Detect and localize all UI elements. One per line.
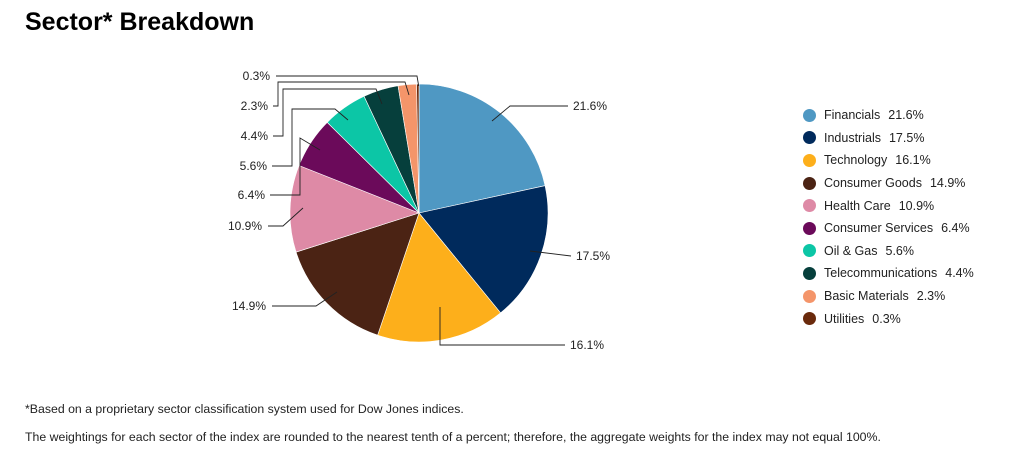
leader-line — [491, 105, 568, 122]
slice-label: 14.9% — [232, 299, 266, 313]
legend-swatch — [803, 153, 816, 167]
legend-name: Health Care — [824, 198, 891, 213]
leader-line — [529, 250, 572, 257]
legend: Financials 21.6% Industrials 17.5% Techn… — [803, 104, 974, 330]
pie-slice-utilities — [416, 83, 420, 214]
slice-label: 0.3% — [243, 69, 271, 83]
footnote-classification: *Based on a proprietary sector classific… — [25, 402, 464, 416]
chart-title: Sector* Breakdown — [25, 8, 255, 36]
legend-item: Utilities 0.3% — [803, 307, 974, 330]
legend-swatch — [803, 199, 816, 213]
legend-pct: 4.4% — [945, 266, 974, 281]
legend-item: Industrials 17.5% — [803, 127, 974, 150]
legend-item: Health Care 10.9% — [803, 194, 974, 217]
leader-lines — [268, 75, 572, 346]
legend-item: Consumer Services 6.4% — [803, 217, 974, 240]
slice-label: 10.9% — [228, 219, 262, 233]
slice-label: 16.1% — [570, 338, 604, 352]
legend-pct: 6.4% — [941, 221, 970, 236]
leader-line — [439, 307, 565, 346]
leader-line — [276, 75, 420, 87]
legend-name: Telecommunications — [824, 266, 938, 281]
slice-label: 2.3% — [241, 99, 269, 113]
legend-item: Financials 21.6% — [803, 104, 974, 127]
slice-label: 17.5% — [576, 249, 610, 263]
pie-slice-health-care — [289, 165, 420, 253]
legend-swatch — [803, 221, 816, 235]
legend-name: Oil & Gas — [824, 243, 878, 258]
legend-name: Financials — [824, 108, 881, 123]
legend-pct: 2.3% — [916, 289, 946, 304]
legend-swatch — [803, 244, 816, 258]
legend-item: Technology 16.1% — [803, 149, 974, 172]
legend-name: Consumer Services — [824, 221, 934, 236]
leader-line — [273, 81, 410, 107]
legend-pct: 16.1% — [895, 153, 931, 168]
legend-name: Industrials — [824, 130, 881, 145]
footnote-rounding: The weightings for each sector of the in… — [25, 430, 881, 444]
leader-line — [270, 137, 321, 196]
legend-name: Technology — [824, 153, 888, 168]
legend-name: Utilities — [824, 311, 865, 326]
legend-pct: 0.3% — [872, 311, 901, 326]
legend-item: Telecommunications 4.4% — [803, 262, 974, 285]
legend-pct: 17.5% — [888, 130, 925, 145]
legend-swatch — [803, 176, 816, 190]
pie-slice-consumer-goods — [295, 212, 420, 336]
legend-swatch — [803, 312, 816, 326]
legend-name: Basic Materials — [824, 289, 909, 304]
legend-name: Consumer Goods — [824, 176, 922, 191]
legend-pct: 5.6% — [885, 243, 915, 258]
legend-swatch — [803, 266, 816, 280]
legend-pct: 10.9% — [898, 198, 935, 213]
leader-line — [272, 108, 349, 167]
slice-label: 21.6% — [573, 99, 607, 113]
slice-labels: 21.6% 17.5% 16.1% 14.9% 10.9% 6.4% 5.6% 4.4% 2.3… — [228, 69, 610, 352]
slice-label: 4.4% — [241, 129, 269, 143]
legend-item: Oil & Gas 5.6% — [803, 240, 974, 263]
legend-swatch — [803, 108, 816, 122]
legend-pct: 21.6% — [888, 108, 924, 123]
pie-slice-industrials — [418, 185, 549, 314]
slice-label: 6.4% — [238, 188, 266, 202]
leader-line — [272, 291, 338, 307]
pie-slices — [289, 83, 549, 343]
leader-line — [268, 207, 304, 227]
legend-pct: 14.9% — [929, 176, 966, 191]
legend-item: Consumer Goods 14.9% — [803, 172, 974, 195]
slice-label: 5.6% — [240, 159, 268, 173]
legend-swatch — [803, 131, 816, 145]
pie-slice-financials — [418, 83, 546, 214]
pie-chart: 21.6% 17.5% 16.1% 14.9% 10.9% 6.4% 5.6% 4.4% 2.3… — [228, 69, 610, 352]
legend-item: Basic Materials 2.3% — [803, 285, 974, 308]
leader-line — [273, 88, 383, 137]
legend-swatch — [803, 289, 816, 303]
